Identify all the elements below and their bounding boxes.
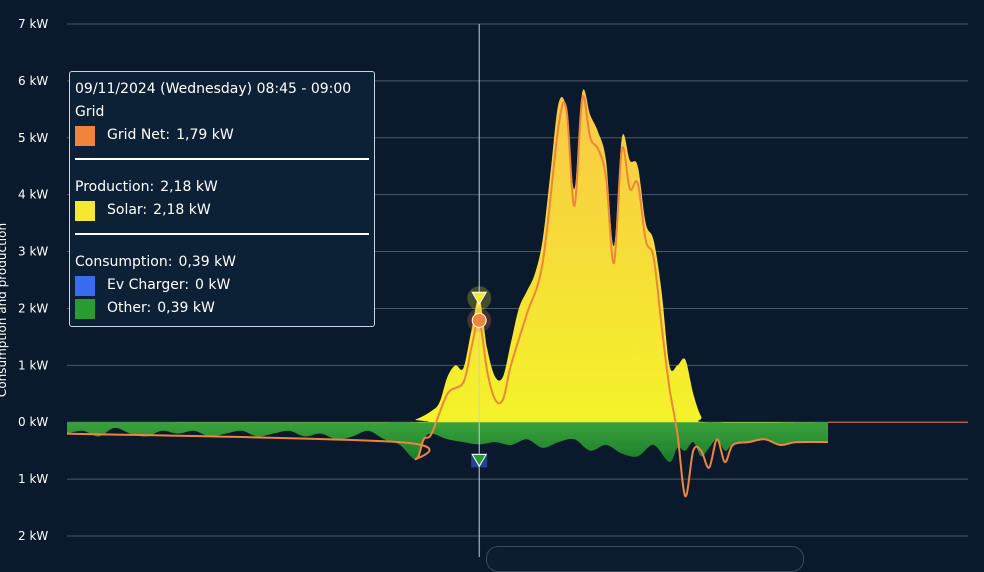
solar-hover-marker [471,291,488,306]
hover-markers [467,286,492,468]
production-label: Production: [75,179,155,195]
ev-charger-value: 0 kW [195,277,231,293]
tooltip-other-row: Other: 0,39 kW [75,297,369,320]
series-solar-area [67,89,828,423]
tooltip-consumption-row: Consumption: 0,39 kW [75,251,369,274]
production-value: 2,18 kW [160,179,218,195]
other-value: 0,39 kW [157,300,215,316]
y-tick-label: 2 kW [18,301,48,315]
y-tick-label: 0 kW [18,415,48,429]
y-tick-label: 1 kW [18,358,48,372]
range-selector[interactable] [486,546,804,572]
hover-tooltip: 09/11/2024 (Wednesday) 08:45 - 09:00 Gri… [69,71,375,327]
tooltip-production-row: Production: 2,18 kW [75,176,369,199]
grid-net-value: 1,79 kW [176,127,234,143]
tooltip-grid-header: Grid [75,104,105,120]
y-axis-label: Consumption and production [0,223,9,397]
tooltip-title: 09/11/2024 (Wednesday) 08:45 - 09:00 [75,81,352,97]
ev-charger-label: Ev Charger: [107,277,190,293]
tooltip-divider [75,233,369,235]
series-layer [66,89,829,498]
solar-label: Solar: [107,202,148,218]
tooltip-grid-net-row: Grid Net: 1,79 kW [75,124,369,147]
y-tick-label: 3 kW [18,245,48,259]
other-hover-marker [471,453,488,468]
solar-swatch [75,200,95,221]
y-axis-ticks: 7 kW 6 kW 5 kW 4 kW 3 kW 2 kW 1 kW 0 kW 1 kW 2 kW [18,17,48,543]
y-tick-label: 5 kW [18,131,48,145]
y-tick-label: 2 kW [18,529,48,543]
solar-value: 2,18 kW [153,202,211,218]
tooltip-divider [75,158,369,160]
tooltip-ev-row: Ev Charger: 0 kW [75,274,369,297]
y-tick-label: 7 kW [18,17,48,31]
consumption-label: Consumption: [75,254,173,270]
other-swatch [75,298,95,319]
series-grid-net-line [66,95,829,498]
y-tick-label: 6 kW [18,74,48,88]
grid-net-hover-marker [471,312,487,328]
ev-charger-swatch [75,275,95,296]
tooltip-solar-row: Solar: 2,18 kW [75,199,369,222]
grid-net-swatch [75,125,95,146]
consumption-value: 0,39 kW [178,254,237,270]
y-tick-label: 1 kW [18,472,48,486]
y-tick-label: 4 kW [18,188,48,202]
grid-net-label: Grid Net: [107,127,171,143]
series-other-area [67,422,828,463]
other-label: Other: [107,300,152,316]
